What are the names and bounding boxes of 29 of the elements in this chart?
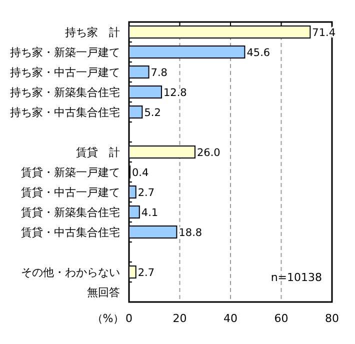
- data-label: 45.6: [246, 47, 270, 59]
- x-tick-label: 0: [126, 312, 132, 325]
- data-label: 26.0: [196, 147, 220, 159]
- y-tick-label: 持ち家・新築集合住宅: [10, 86, 120, 99]
- y-tick-label: 持ち家・新築一戸建て: [10, 46, 120, 59]
- y-tick-label: その他・わからない: [21, 266, 120, 279]
- x-tick-label: 40: [224, 312, 238, 325]
- data-label: 18.8: [178, 227, 202, 239]
- data-label: 12.8: [163, 87, 187, 99]
- y-tick-label: 持ち家・中古一戸建て: [10, 66, 120, 79]
- y-tick-label: 無回答: [87, 286, 120, 299]
- x-tick-label: 60: [274, 312, 288, 325]
- annotation: n=10138: [270, 271, 322, 284]
- y-tick-label: 賃貸・中古集合住宅: [21, 226, 120, 239]
- y-tick-label: 賃貸 計: [76, 146, 120, 159]
- x-tick-label: 20: [172, 312, 187, 325]
- data-label: 0.4: [132, 167, 150, 179]
- data-label: 7.8: [150, 67, 168, 79]
- data-label: 5.2: [144, 107, 161, 119]
- x-tick-label: 80: [325, 312, 339, 325]
- y-tick-label: 賃貸・中古一戸建て: [21, 186, 120, 199]
- y-tick-label: 持ち家 計: [65, 26, 120, 39]
- y-tick-label: 持ち家・中古集合住宅: [10, 106, 120, 119]
- y-tick-label: 賃貸・新築一戸建て: [21, 166, 120, 179]
- data-label: 2.7: [138, 267, 155, 279]
- data-label: 2.7: [138, 187, 155, 199]
- data-label: 4.1: [141, 207, 158, 219]
- x-axis-title: （%）: [92, 312, 124, 325]
- y-tick-label: 賃貸・新築集合住宅: [21, 206, 120, 219]
